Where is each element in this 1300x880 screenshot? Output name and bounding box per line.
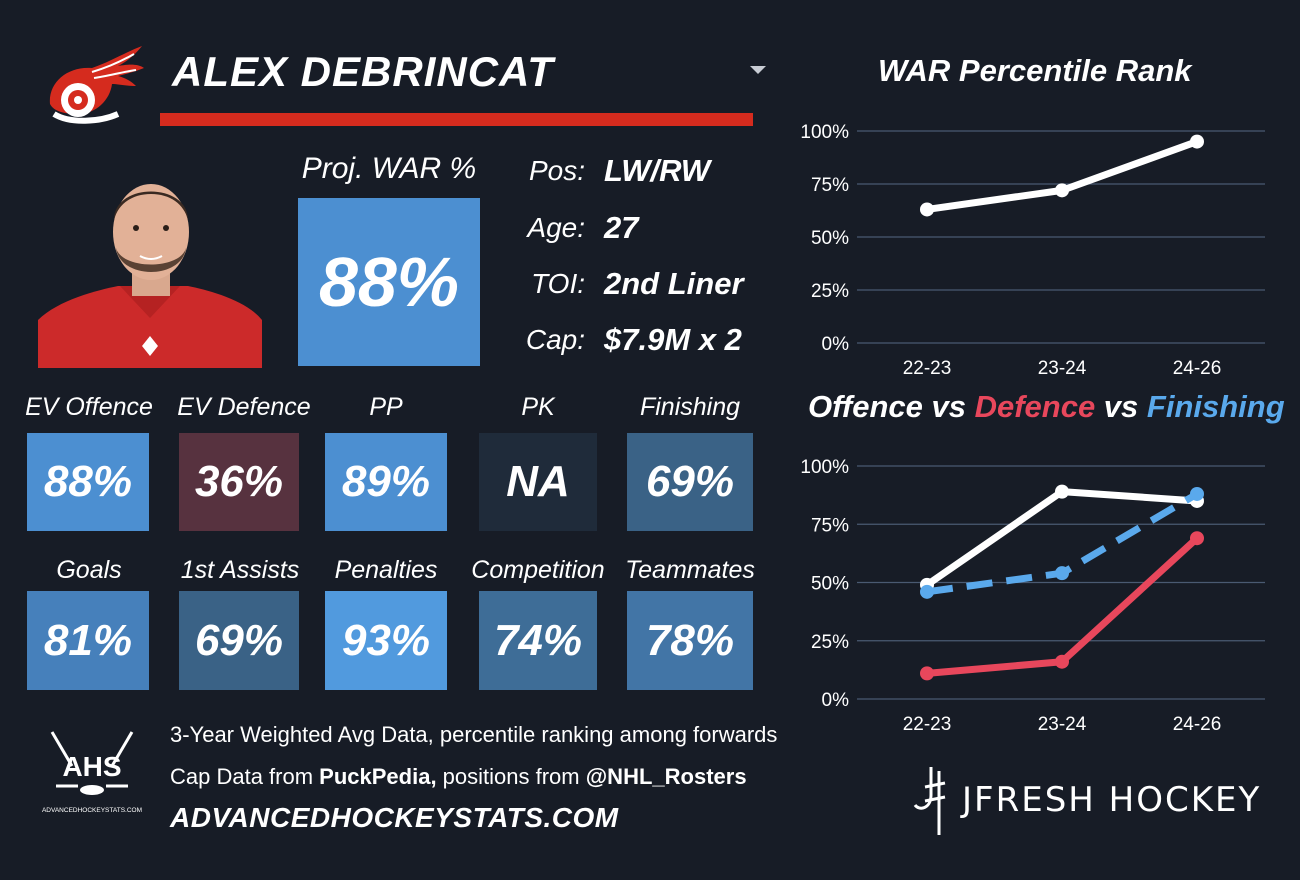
stat-label: PP bbox=[369, 393, 403, 421]
stat-tile: NA bbox=[479, 433, 597, 531]
proj-war-label: Proj. WAR % bbox=[301, 152, 477, 185]
data-point bbox=[920, 666, 934, 681]
puckpedia-credit: PuckPedia, bbox=[319, 764, 437, 789]
stat-tile: 69% bbox=[179, 591, 299, 690]
chart2-title-part: vs bbox=[1095, 389, 1147, 424]
stat-tile: 69% bbox=[627, 433, 753, 531]
player-name: ALEX DEBRINCAT bbox=[172, 48, 554, 95]
stat-label: PK bbox=[521, 393, 555, 421]
series-line bbox=[926, 138, 1199, 213]
stat-label: EV Offence bbox=[25, 393, 153, 421]
nhl-rosters-credit: @NHL_Rosters bbox=[585, 764, 747, 789]
stat-tile: 93% bbox=[325, 591, 447, 690]
stat-label: Goals bbox=[56, 556, 122, 584]
footer-line-1: 3-Year Weighted Avg Data, percentile ran… bbox=[170, 722, 778, 747]
chart2-title-part: vs bbox=[922, 389, 975, 424]
y-tick-label: 75% bbox=[811, 515, 849, 536]
data-point bbox=[920, 202, 934, 217]
info-value: 2nd Liner bbox=[604, 266, 744, 301]
data-point bbox=[1055, 566, 1069, 581]
footer-line-2-pre: Cap Data from bbox=[170, 764, 320, 789]
proj-war-value: 88% bbox=[298, 198, 480, 366]
ahs-logo-text: AHS bbox=[62, 751, 121, 782]
red-wings-logo-icon bbox=[49, 46, 145, 124]
x-tick-label: 22-23 bbox=[903, 714, 952, 735]
x-tick-label: 24-26 bbox=[1173, 358, 1222, 379]
team-color-bar bbox=[160, 113, 753, 126]
info-label: Pos: bbox=[528, 155, 585, 186]
stat-tile: 89% bbox=[325, 433, 447, 531]
y-tick-label: 0% bbox=[822, 690, 850, 711]
x-tick-label: 23-24 bbox=[1038, 714, 1087, 735]
chart2-title: Offence vs Defence vs Finishing bbox=[808, 389, 1285, 425]
stat-label: Teammates bbox=[625, 556, 755, 584]
info-label: Age: bbox=[527, 212, 585, 243]
data-point bbox=[1055, 183, 1069, 198]
y-tick-label: 25% bbox=[811, 281, 849, 302]
y-tick-label: 100% bbox=[800, 122, 849, 143]
stat-label: Competition bbox=[471, 556, 605, 584]
x-tick-label: 24-26 bbox=[1173, 714, 1222, 735]
stat-tile: 81% bbox=[27, 591, 149, 690]
stat-tile: 78% bbox=[627, 591, 753, 690]
y-tick-label: 25% bbox=[811, 632, 849, 653]
chart2-title-part: Finishing bbox=[1146, 389, 1285, 424]
stat-tile: 88% bbox=[27, 433, 149, 531]
data-point bbox=[1190, 531, 1204, 546]
data-point bbox=[1055, 654, 1069, 669]
chart2-title-part: Defence bbox=[974, 389, 1096, 424]
footer-line-2: Cap Data from PuckPedia, positions from … bbox=[170, 764, 747, 790]
stat-tile: 74% bbox=[479, 591, 597, 690]
offence-defence-finishing-chart: 0% 25% 50% 75% 100% 22-23 23-24 24-26 bbox=[800, 457, 1265, 735]
y-tick-label: 50% bbox=[811, 574, 849, 595]
footer-line-2-mid: positions from bbox=[436, 764, 586, 789]
info-value: $7.9M x 2 bbox=[604, 322, 742, 357]
y-tick-label: 100% bbox=[800, 457, 849, 478]
data-point bbox=[920, 584, 934, 599]
brand-name: JFRESH HOCKEY bbox=[962, 780, 1262, 820]
stat-label: EV Defence bbox=[177, 393, 311, 421]
site-link[interactable]: ADVANCEDHOCKEYSTATS.COM bbox=[170, 802, 619, 833]
stat-label: Finishing bbox=[639, 393, 741, 421]
chart-title: WAR Percentile Rank bbox=[878, 53, 1192, 88]
ahs-logo-subtext: ADVANCEDHOCKEYSTATS.COM bbox=[42, 807, 142, 814]
data-point bbox=[1190, 486, 1204, 501]
info-value: LW/RW bbox=[604, 153, 711, 188]
stat-label: 1st Assists bbox=[180, 556, 300, 584]
y-tick-label: 50% bbox=[811, 228, 849, 249]
data-point bbox=[1190, 134, 1204, 149]
chart2-title-part: Offence bbox=[808, 389, 923, 424]
player-photo bbox=[38, 168, 262, 368]
info-value: 27 bbox=[604, 210, 639, 245]
x-tick-label: 23-24 bbox=[1038, 358, 1087, 379]
y-tick-label: 75% bbox=[811, 175, 849, 196]
y-tick-label: 0% bbox=[822, 334, 850, 355]
chevron-down-icon[interactable] bbox=[750, 66, 766, 74]
war-percentile-chart: 0% 25% 50% 75% 100% 22-23 23-24 24-26 bbox=[800, 122, 1265, 379]
data-point bbox=[1055, 484, 1069, 499]
info-label: TOI: bbox=[531, 268, 585, 299]
info-label: Cap: bbox=[525, 324, 585, 355]
stat-label: Penalties bbox=[334, 556, 438, 584]
stat-tile: 36% bbox=[179, 433, 299, 531]
ahs-logo-icon: AHS ADVANCEDHOCKEYSTATS.COM bbox=[42, 731, 142, 814]
x-tick-label: 22-23 bbox=[903, 358, 952, 379]
jfresh-logo-icon bbox=[913, 767, 946, 835]
